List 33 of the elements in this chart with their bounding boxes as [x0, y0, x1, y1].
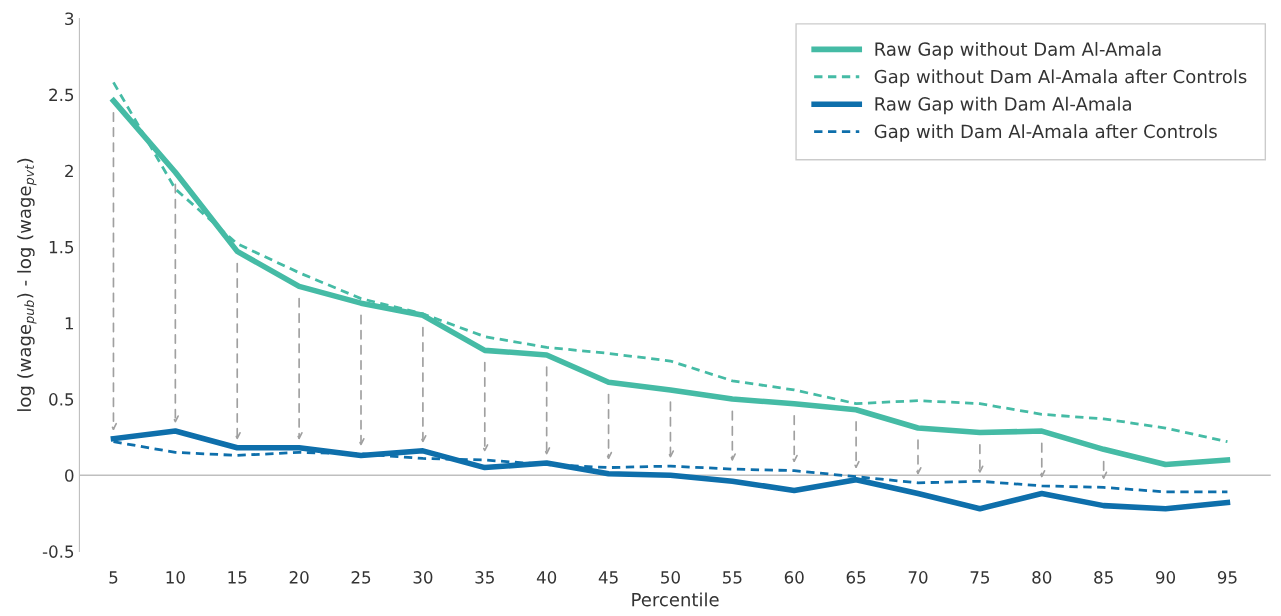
- x-axis-title: Percentile: [632, 592, 719, 607]
- y-tick-label: 1: [65, 317, 74, 330]
- x-tick-label: 95: [1217, 571, 1237, 584]
- legend-label: Gap with Dam Al-Amala after Controls: [874, 124, 1217, 142]
- x-tick-label: 80: [1032, 571, 1052, 584]
- x-tick-label: 70: [908, 571, 928, 584]
- x-tick-label: 60: [784, 571, 804, 584]
- x-tick-label: 55: [723, 571, 742, 584]
- x-tick-label: 25: [351, 571, 371, 584]
- y-axis-title: log (wage$_{pub}$) - log (wage$_{pvt}$): [17, 158, 37, 411]
- x-tick-label: 40: [536, 571, 557, 584]
- y-tick-label: 0.5: [49, 393, 74, 406]
- y-tick-label: -0.5: [42, 545, 74, 558]
- legend-label: Raw Gap without Dam Al-Amala: [875, 41, 1161, 60]
- legend-label: Raw Gap with Dam Al-Amala: [875, 96, 1131, 115]
- x-tick-label: 30: [413, 571, 433, 584]
- legend-label: Gap without Dam Al-Amala after Controls: [874, 69, 1247, 87]
- x-tick-label: 50: [661, 571, 680, 584]
- x-tick-label: 35: [475, 571, 494, 584]
- y-tick-label: 0: [65, 469, 74, 482]
- y-tick-label: 2: [65, 164, 73, 178]
- x-tick-label: 75: [970, 571, 990, 584]
- y-tick-label: 1.5: [49, 241, 74, 254]
- x-tick-label: 20: [289, 571, 309, 584]
- y-tick-label: 2.5: [49, 88, 74, 102]
- x-tick-label: 90: [1155, 571, 1176, 584]
- x-tick-label: 10: [166, 571, 185, 584]
- y-tick-label: 3: [65, 12, 74, 26]
- x-tick-label: 85: [1094, 571, 1113, 584]
- x-tick-label: 65: [846, 571, 866, 584]
- x-tick-label: 45: [598, 571, 618, 584]
- x-tick-label: 5: [109, 571, 118, 584]
- x-tick-label: 15: [228, 571, 247, 584]
